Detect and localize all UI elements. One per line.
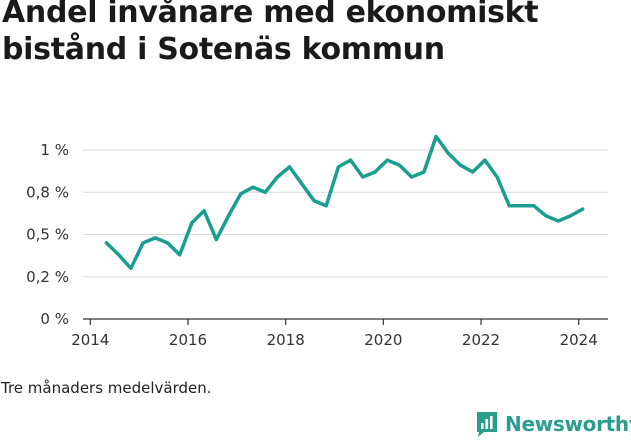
y-tick-label: 0,2 % [26,268,69,286]
data-point [507,204,511,208]
data-point [373,170,377,174]
data-point [410,175,414,179]
data-point [581,207,585,211]
x-axis-tick-labels: 2014 2016 2018 2020 2022 2024 [71,331,598,349]
x-tick-label: 2018 [267,331,305,349]
data-point [263,190,267,194]
data-point [349,158,353,162]
data-point [287,165,292,169]
data-point [519,204,524,208]
data-point [422,170,426,174]
data-point [104,241,109,245]
footnote: Tre månaders medelvärden. [1,379,212,397]
data-point [117,253,121,257]
x-tick-label: 2014 [71,331,109,349]
data-point [190,221,194,225]
data-point [483,158,487,162]
data-point [312,199,316,203]
x-axis [83,318,608,325]
data-point [385,158,389,162]
data-point [202,209,206,213]
chart-speech-bubble-icon [477,412,497,437]
data-point [434,134,438,139]
data-point [324,204,328,208]
x-tick-label: 2024 [560,331,598,349]
y-tick-label: 1 % [40,141,69,159]
data-point [544,214,548,218]
data-point [397,163,402,167]
data-point [141,241,145,245]
data-point [568,214,572,218]
brand-name: Newsworthy [505,412,631,436]
data-point [251,185,255,189]
data-point [556,219,560,223]
data-point [336,165,341,169]
data-point [165,241,170,245]
newsworthy-logo[interactable]: Newsworthy [475,408,631,440]
data-point [275,175,279,179]
data-point [153,236,157,240]
data-point [446,151,450,155]
data-point [495,175,499,179]
y-tick-label: 0,8 % [26,183,69,201]
y-tick-label: 0,5 % [26,226,69,244]
data-point [214,237,218,242]
data-point [458,163,463,167]
y-tick-label: 0 % [40,310,69,328]
data-point [178,253,182,257]
data-point [361,175,365,179]
data-point [226,214,231,218]
data-point [532,204,536,208]
data-point [300,182,304,186]
x-tick-label: 2020 [364,331,402,349]
y-axis-tick-labels: 0 % 0,2 % 0,5 % 0,8 % 1 % [26,141,69,328]
data-point [239,192,243,196]
data-point [129,266,133,270]
series-group [104,134,585,271]
series-line [104,134,585,271]
x-tick-label: 2016 [169,331,207,349]
x-tick-label: 2022 [462,331,500,349]
data-point [471,170,475,174]
chart-title: Andel invånare med ekonomiskt bistånd i … [2,0,539,67]
gridlines [83,149,608,278]
